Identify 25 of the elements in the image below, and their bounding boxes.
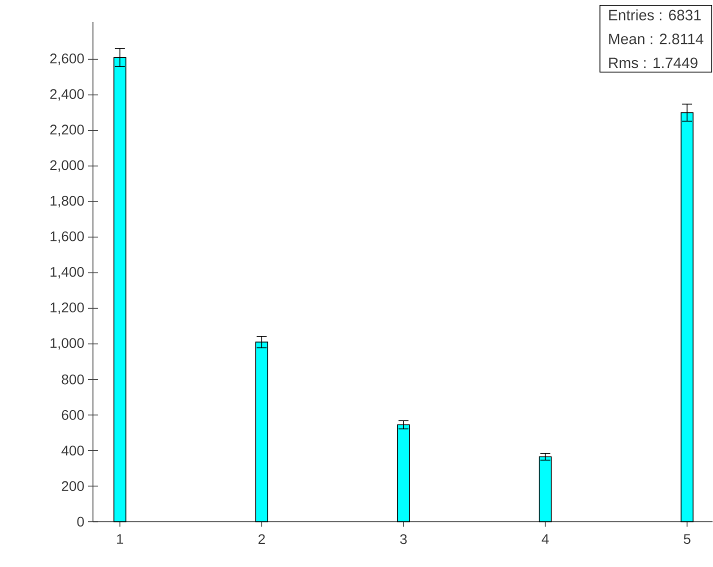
y-tick-label: 1,800	[50, 196, 84, 208]
y-tick-label: 800	[62, 374, 84, 385]
x-tick-label: 2	[258, 534, 265, 544]
y-tick-label: 400	[61, 446, 84, 456]
y-tick-label: 600	[62, 410, 84, 420]
x-tick-label: 5	[684, 534, 690, 544]
y-tick-label: 1,200	[50, 302, 84, 314]
y-tick-label: 1,600	[50, 232, 84, 244]
y-tick-label: 1,000	[50, 338, 84, 350]
bar	[538, 456, 552, 522]
bar	[680, 112, 694, 522]
y-tick-label: 1,400	[50, 267, 84, 279]
y-tick-label: 0	[77, 516, 84, 527]
x-tick-label: 3	[400, 534, 407, 544]
text: Entries : 6831	[609, 10, 701, 21]
y-tick-label: 2,200	[50, 124, 84, 136]
y-tick-label: 200	[62, 481, 84, 492]
annotation: Mean : 2.8114	[609, 34, 704, 44]
y-tick-label: 2,400	[50, 89, 84, 101]
bar	[397, 424, 410, 522]
x-tick-label: 1	[117, 534, 124, 544]
annotation: Rms : 1.7449	[609, 58, 698, 68]
x-tick-label: 4	[542, 534, 549, 544]
y-tick-label: 2,000	[50, 160, 84, 172]
y-tick-label: 2,600	[50, 54, 84, 66]
